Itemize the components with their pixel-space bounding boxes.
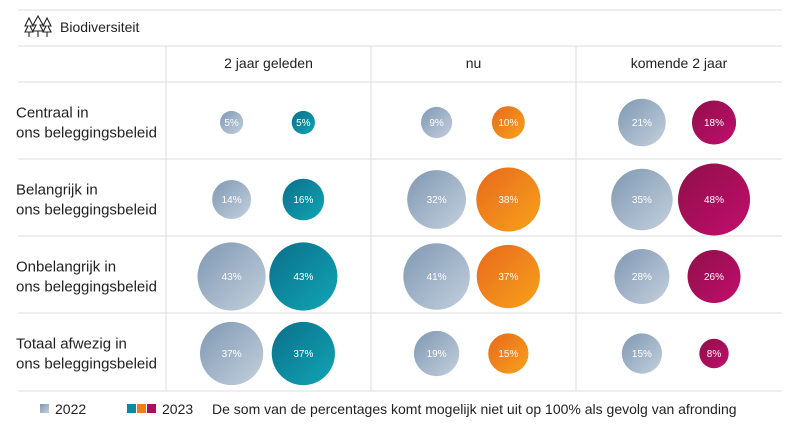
data-label: 15% <box>498 349 518 360</box>
legend-label-2023: 2023 <box>162 401 193 417</box>
bubble-2023: 5% <box>291 110 315 135</box>
row-label: Belangrijk in <box>16 182 98 199</box>
bubble-2023-circle <box>282 178 325 221</box>
bubble-2022: 21% <box>618 98 666 147</box>
row-label: Totaal afwezig in <box>16 336 127 353</box>
bubble-2022: 35% <box>611 168 673 231</box>
data-label: 38% <box>498 195 518 206</box>
bubble-2023-circle <box>291 110 315 135</box>
bubble-2022-circle <box>219 110 244 135</box>
bubble-2023: 37% <box>476 244 540 309</box>
data-label: 8% <box>707 349 722 360</box>
bubble-2022-circle <box>403 243 470 310</box>
bubble-2023-circle <box>691 100 737 145</box>
row-label: Centraal in <box>16 105 89 122</box>
row-label: Onbelangrijk in <box>16 259 116 276</box>
bubble-2022-circle <box>611 168 673 231</box>
data-label: 37% <box>293 349 313 360</box>
bubble-2022: 43% <box>197 242 266 311</box>
bubble-2023: 8% <box>699 338 729 369</box>
data-label: 35% <box>632 195 652 206</box>
bubble-2022: 15% <box>621 333 663 374</box>
data-label: 41% <box>427 272 447 283</box>
column-headers: 2 jaar geleden nu komende 2 jaar <box>224 55 727 71</box>
bubble-2022: 5% <box>219 110 244 135</box>
bubble-2023-circle <box>687 250 741 303</box>
bubble-2023: 43% <box>269 242 338 311</box>
data-label: 9% <box>429 118 444 129</box>
data-label: 21% <box>632 118 652 129</box>
data-label: 18% <box>704 118 724 129</box>
bubble-2022-circle <box>621 333 663 374</box>
column-header: komende 2 jaar <box>631 55 728 71</box>
data-label: 37% <box>498 272 518 283</box>
data-label: 15% <box>632 349 652 360</box>
data-label: 43% <box>293 272 313 283</box>
bubble-2023-circle <box>271 321 335 386</box>
bubble-2022-circle <box>413 330 460 377</box>
bubble-2022-circle <box>197 242 266 311</box>
rounding-note: De som van de percentages komt mogelijk … <box>212 401 737 417</box>
bubbles: 5% 5% 9% 10% 21% 18% 14% 16% 32% 38% 35% 48% 43% 43% 4… <box>197 98 751 386</box>
trees-icon <box>24 14 52 37</box>
data-label: 32% <box>427 195 447 206</box>
data-label: 14% <box>222 195 242 206</box>
data-label: 48% <box>704 195 724 206</box>
column-header: 2 jaar geleden <box>224 55 313 71</box>
data-label: 16% <box>293 195 313 206</box>
bubble-2023: 37% <box>271 321 335 386</box>
row-label: ons beleggingsbeleid <box>16 279 157 296</box>
bubble-2023-circle <box>699 338 729 369</box>
legend: 2022 2023 De som van de percentages komt… <box>40 401 737 417</box>
bubble-2023: 38% <box>476 167 541 232</box>
data-label: 28% <box>632 272 652 283</box>
grid <box>18 9 782 392</box>
bubble-2023: 18% <box>691 100 737 145</box>
bubble-2022: 28% <box>614 249 670 304</box>
bubble-2023: 15% <box>488 333 529 374</box>
bubble-2023: 16% <box>282 178 325 221</box>
bubble-2023: 10% <box>491 106 525 139</box>
bubble-2022-circle <box>618 98 666 147</box>
bubble-2023-circle <box>476 244 540 309</box>
bubble-2022: 19% <box>413 330 460 377</box>
bubble-2022-circle <box>212 180 252 219</box>
row-label: ons beleggingsbeleid <box>16 125 157 142</box>
bubble-2023-circle <box>269 242 338 311</box>
data-label: 5% <box>296 118 311 129</box>
bubble-2022: 37% <box>199 321 264 386</box>
bubble-2023: 26% <box>687 250 741 303</box>
bubble-2023-circle <box>678 163 751 236</box>
row-label: ons beleggingsbeleid <box>16 356 157 373</box>
bubble-2022-circle <box>614 249 670 304</box>
data-label: 43% <box>222 272 242 283</box>
data-label: 5% <box>224 118 239 129</box>
bubble-2023: 48% <box>678 163 751 236</box>
data-label: 26% <box>704 272 724 283</box>
bubble-2022: 14% <box>212 180 252 219</box>
row-label: ons beleggingsbeleid <box>16 202 157 219</box>
bubble-2023-circle <box>476 167 541 232</box>
row-labels: Centraal in ons beleggingsbeleid Belangrij… <box>16 105 157 373</box>
bubble-2022-circle <box>407 170 466 229</box>
column-header: nu <box>466 55 482 71</box>
chart-title: Biodiversiteit <box>60 19 139 35</box>
legend-label-2022: 2022 <box>55 401 86 417</box>
legend-swatch-2023 <box>127 404 156 413</box>
bubble-2022: 32% <box>407 170 466 229</box>
data-label: 19% <box>427 349 447 360</box>
bubble-2022: 41% <box>403 243 470 310</box>
bubble-2023-circle <box>491 106 525 139</box>
legend-swatch-2022 <box>40 404 49 413</box>
data-label: 10% <box>498 118 518 129</box>
data-label: 37% <box>222 349 242 360</box>
bubble-2022: 9% <box>421 106 453 139</box>
bubble-2023-circle <box>488 333 529 374</box>
bubble-2022-circle <box>199 321 264 386</box>
bubble-2022-circle <box>421 106 453 139</box>
